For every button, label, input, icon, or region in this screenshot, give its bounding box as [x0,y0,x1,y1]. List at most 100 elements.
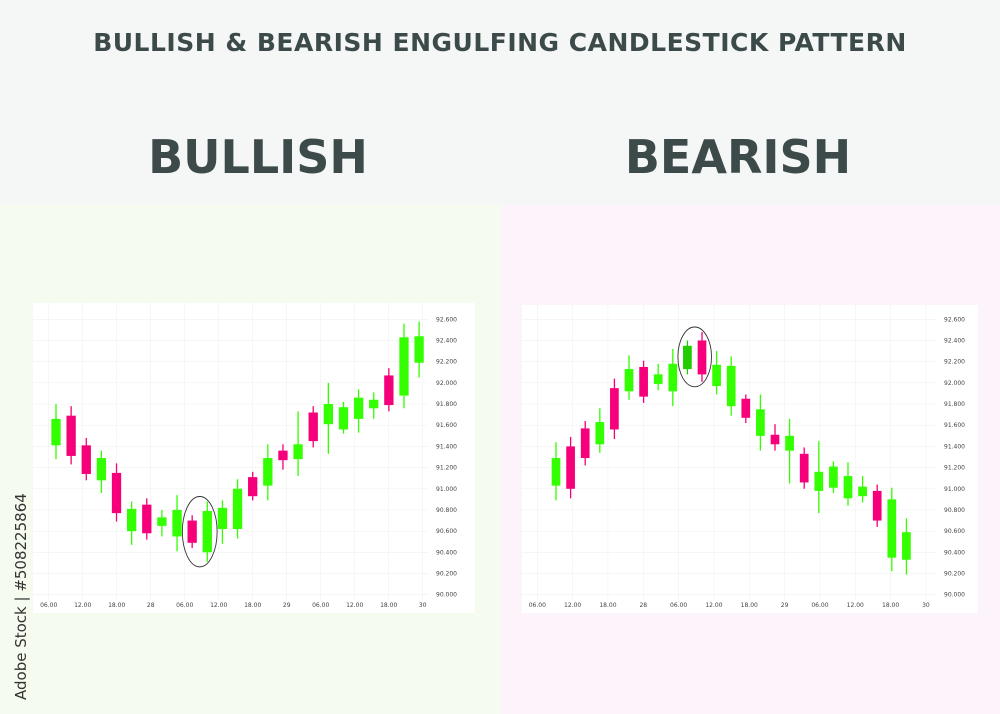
bearish-chart: 92.600 92.400 92.200 92.000 91.800 91.600 91.4… [522,305,965,609]
candle-body [187,520,197,543]
candle-body [278,450,288,461]
bearish-candle [248,471,258,501]
x-tick-label: 18.00 [741,602,758,609]
bullish-candle [232,479,243,539]
candle-body [369,399,379,409]
x-tick-label: 06.00 [176,602,193,609]
bullish-candle [353,389,364,433]
y-tick-label: 90.400 [436,549,457,556]
candle-body [81,445,91,474]
bullish-candle [829,461,838,494]
candle-body [843,476,853,499]
bullish-candle [414,321,424,378]
x-tick-label: 18.00 [108,602,125,609]
candle-body [414,336,424,363]
bearish-candle [610,378,619,439]
candle-body [232,488,243,530]
bearish-candle [142,498,152,540]
x-tick-label: 06.00 [811,602,828,609]
bearish-title: BEARISH [624,130,852,184]
y-tick-label: 92.400 [436,337,457,344]
x-tick-label: 12.00 [847,602,864,609]
y-tick-label: 91.800 [944,401,965,408]
y-tick-label: 92.200 [944,359,965,366]
bullish-chart-box: 92.600 92.400 92.200 92.000 91.800 91.600 91.4… [33,303,475,613]
bullish-candle [263,444,273,501]
candle-body [217,507,228,530]
candle-body [814,471,824,491]
bullish-candle [653,363,663,391]
candle-body [756,409,765,436]
bearish-candle [566,436,575,499]
bullish-candle [624,355,634,400]
candle-body [96,458,107,481]
candle-body [293,444,303,460]
candle-body [157,517,167,526]
y-tick-label: 92.400 [944,337,965,344]
candle-body [712,364,721,387]
bullish-title: BULLISH [148,130,368,184]
candle-body [741,398,751,418]
candle-body [551,458,561,486]
candle-body [799,453,809,483]
candle-body [248,477,258,497]
candle-body [610,388,619,430]
bearish-candle [770,424,780,451]
bullish-candle [726,356,736,416]
bullish-candle [96,450,107,494]
candle-body [872,490,882,521]
bearish-candle [872,484,882,527]
x-tick-label: 30 [922,602,930,609]
bullish-candle [887,487,897,572]
candle-body [142,504,152,534]
candle-body [323,404,333,425]
bullish-candle [293,411,303,477]
y-tick-label: 90.000 [944,592,965,599]
x-tick-label: 28 [639,602,647,609]
x-tick-label: 12.00 [74,602,91,609]
bullish-candle [712,351,721,395]
bullish-candle [399,323,409,409]
header-area [0,0,1000,205]
candle-body [683,345,692,370]
x-tick-label: 06.00 [670,602,687,609]
x-tick-label: 12.00 [210,602,227,609]
bullish-candle [683,340,692,375]
x-tick-label: 06.00 [40,602,57,609]
candle-body [887,499,897,558]
bullish-candle [323,382,333,454]
candle-body [263,458,273,486]
y-tick-label: 90.600 [436,528,457,535]
bearish-candle [278,444,288,470]
bullish-candle [756,394,765,451]
y-tick-label: 91.800 [436,401,457,408]
x-tick-label: 18.00 [599,602,616,609]
candle-body [111,472,122,514]
engulfing-highlight-ellipse [181,496,218,568]
candle-body [338,407,349,430]
x-tick-label: 18.00 [244,602,261,609]
candle-body [66,415,76,456]
x-tick-label: 18.00 [380,602,397,609]
candle-body [829,466,838,488]
x-tick-label: 29 [283,602,291,609]
bearish-candle [639,360,648,403]
candle-body [308,412,318,442]
bearish-candle [741,394,751,424]
candle-body [595,422,605,445]
bearish-candle [580,420,590,466]
side-watermark: Adobe Stock | #508225864 [12,493,30,700]
candle-body [624,369,634,392]
bullish-candle [902,518,911,575]
bullish-candle [157,509,167,537]
bearish-candle [384,368,394,412]
candle-body [639,366,648,397]
engulfing-highlight-ellipse [677,326,712,388]
y-tick-label: 91.400 [436,443,457,450]
candle-body [785,435,794,451]
candle-body [726,365,736,407]
candle-body [697,340,707,375]
y-tick-label: 90.000 [436,592,457,599]
candle-body [172,509,182,537]
bearish-candle [187,515,197,549]
